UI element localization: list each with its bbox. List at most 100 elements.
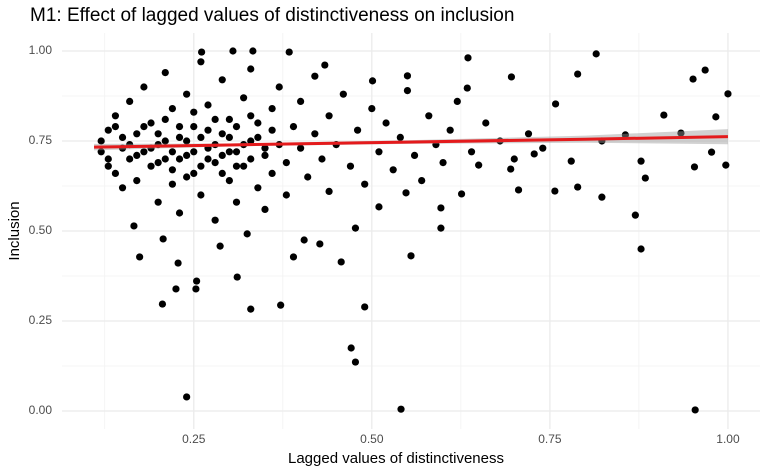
point — [361, 180, 369, 188]
point — [133, 151, 141, 159]
point — [193, 277, 201, 285]
point — [133, 130, 141, 138]
point — [396, 133, 404, 141]
point — [437, 224, 445, 232]
point — [524, 130, 533, 138]
point — [325, 112, 333, 120]
point — [225, 115, 233, 123]
point — [183, 393, 191, 401]
point — [300, 236, 308, 244]
point — [218, 76, 226, 84]
point — [136, 253, 144, 261]
point — [539, 144, 547, 152]
point — [140, 83, 148, 91]
point — [382, 119, 390, 127]
x-tick-label: 0.25 — [182, 432, 206, 446]
point — [175, 209, 184, 217]
point — [175, 123, 184, 131]
point — [282, 191, 290, 199]
point — [118, 133, 127, 141]
point — [268, 126, 276, 134]
point — [190, 108, 198, 116]
point — [510, 155, 518, 163]
point — [574, 183, 582, 191]
point — [233, 273, 241, 281]
point — [689, 75, 697, 83]
point — [631, 211, 639, 219]
point — [229, 47, 237, 55]
point — [133, 177, 141, 185]
point — [418, 177, 426, 185]
point — [621, 131, 629, 139]
point — [161, 69, 169, 77]
point — [724, 90, 732, 98]
point — [368, 105, 376, 113]
point — [118, 184, 127, 192]
point — [198, 48, 206, 56]
point — [225, 148, 233, 156]
point — [190, 148, 198, 156]
point — [551, 100, 560, 108]
point — [598, 193, 606, 201]
point — [254, 133, 262, 141]
point — [691, 406, 699, 414]
point — [154, 198, 162, 206]
point — [722, 161, 730, 169]
point — [297, 97, 305, 105]
point — [353, 126, 362, 134]
point — [275, 83, 283, 91]
y-tick-label: 0.25 — [29, 313, 53, 327]
point — [190, 169, 198, 177]
point — [402, 189, 410, 197]
point — [211, 216, 219, 224]
point — [467, 148, 476, 156]
point — [637, 245, 645, 253]
point — [174, 259, 182, 267]
point — [161, 137, 169, 145]
point — [175, 155, 184, 163]
point — [677, 129, 685, 137]
point — [446, 126, 454, 134]
point — [97, 148, 105, 156]
point — [403, 87, 412, 95]
point — [204, 101, 212, 109]
point — [339, 90, 347, 98]
point — [147, 119, 155, 127]
point — [225, 133, 233, 141]
chart-title: M1: Effect of lagged values of distincti… — [30, 5, 514, 26]
point — [218, 151, 226, 159]
point — [147, 162, 155, 170]
point — [289, 123, 298, 131]
point — [507, 73, 516, 81]
point — [161, 155, 169, 163]
point — [247, 65, 255, 73]
point — [530, 150, 538, 158]
point — [318, 155, 326, 163]
point — [111, 112, 120, 120]
point — [690, 163, 699, 171]
point — [397, 405, 405, 413]
point — [463, 84, 471, 92]
point — [243, 230, 251, 238]
point — [403, 72, 412, 80]
point — [204, 126, 212, 134]
point — [168, 105, 176, 113]
point — [168, 166, 176, 174]
point — [325, 187, 333, 195]
x-tick-label: 0.50 — [360, 432, 384, 446]
point — [154, 159, 162, 167]
point — [389, 166, 397, 174]
y-tick-label: 0.50 — [29, 223, 53, 237]
point — [277, 301, 285, 309]
point — [197, 58, 205, 66]
point — [154, 130, 162, 138]
point — [368, 77, 377, 85]
point — [712, 113, 720, 121]
point — [240, 162, 248, 170]
point — [140, 123, 148, 131]
point — [311, 130, 319, 138]
point — [375, 203, 383, 211]
point — [247, 112, 255, 120]
y-tick-label: 0.00 — [29, 403, 53, 417]
